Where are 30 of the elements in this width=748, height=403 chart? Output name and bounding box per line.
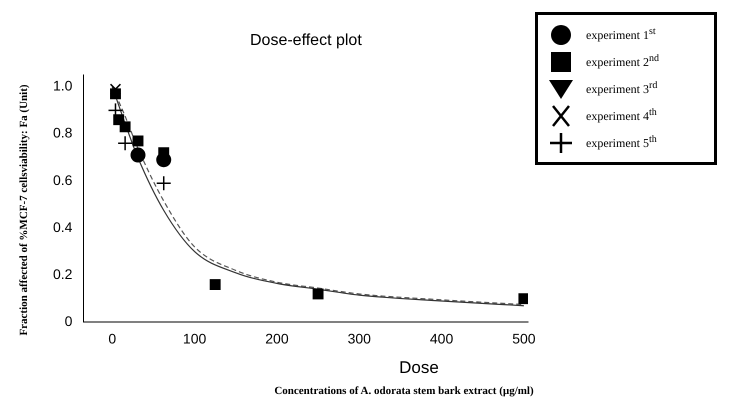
point: [210, 279, 221, 290]
y-tick-label: 0.6: [52, 172, 73, 188]
x-tick-label: 500: [512, 330, 536, 346]
legend-label: experiment 1$^{st}$: [586, 26, 656, 43]
y-tick-label: 0.8: [52, 124, 73, 141]
point: [312, 288, 324, 300]
point: [117, 136, 133, 152]
point: [120, 121, 131, 132]
point: [518, 293, 528, 304]
chart-title: Dose-effect plot: [250, 32, 362, 50]
x-axis-title: Dose: [398, 358, 440, 378]
legend-label: experiment 3$^{rd}$: [586, 80, 658, 97]
y-tick-label: 0.2: [52, 266, 73, 282]
point: [132, 135, 144, 146]
x-tick-label: 300: [348, 330, 372, 346]
y-axis-title: Fraction affected of %MCF-7 cellsviability: Fa (Unit): [18, 84, 30, 336]
text: Concentrations of A. odorata stem bark extract (µg/ml): [273, 385, 535, 397]
legend-label: experiment 5$^{th}$: [586, 134, 657, 151]
x-tick-label: 0: [108, 330, 116, 346]
legend-label: experiment 4$^{th}$: [586, 107, 657, 124]
x-tick-label: 100: [182, 330, 206, 346]
point: [130, 148, 146, 163]
y-tick-label: 1.0: [52, 78, 73, 94]
legend-label: experiment 2$^{nd}$: [586, 53, 659, 70]
point: [110, 88, 121, 100]
x-tick-label: 400: [430, 330, 454, 346]
x-tick-label: 200: [265, 330, 289, 346]
y-tick-label: 0: [64, 313, 73, 330]
point: [156, 176, 172, 192]
y-tick-label: 0.4: [52, 218, 73, 235]
